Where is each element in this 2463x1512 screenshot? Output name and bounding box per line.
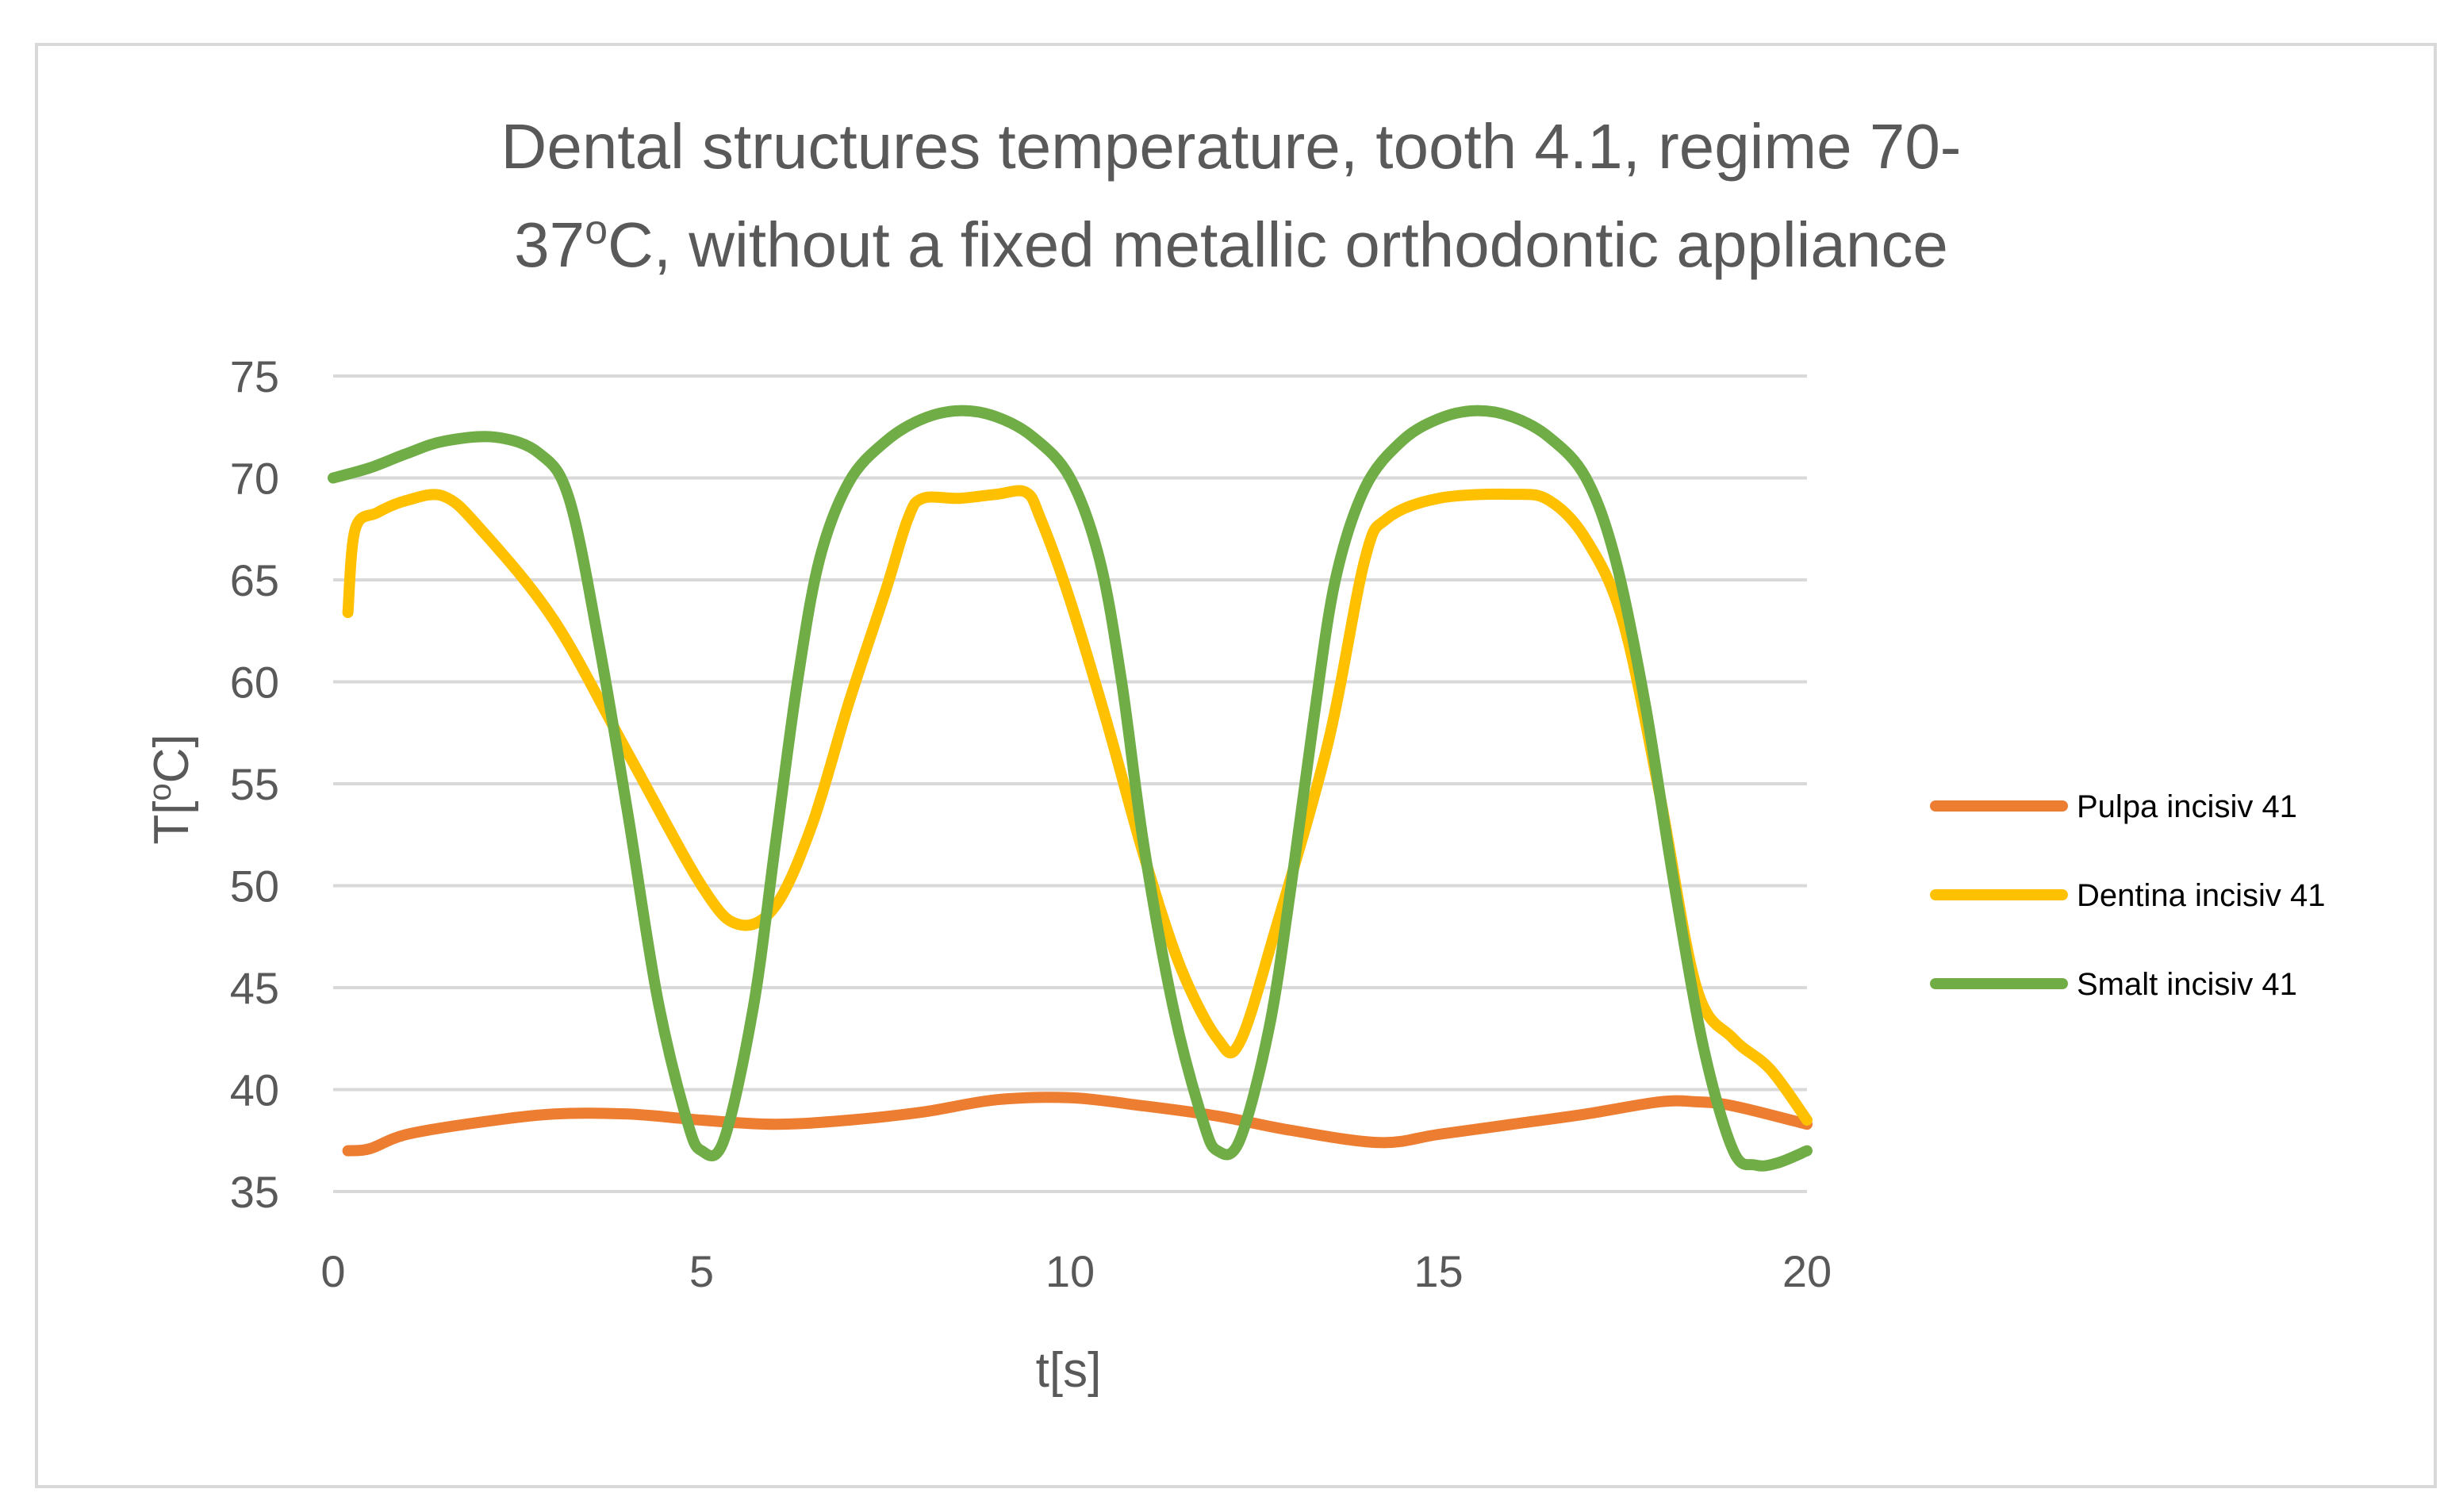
legend-label-smalt-incisiv-41: Smalt incisiv 41: [2077, 967, 2297, 1002]
y-axis-title: T[oC]: [143, 734, 199, 844]
series-line-smalt-incisiv-41: [328, 405, 1813, 1172]
series-line-dentina-incisiv-41: [342, 485, 1813, 1126]
ylabel-pre: T[: [144, 801, 199, 845]
legend-label-pulpa-incisiv-41: Pulpa incisiv 41: [2077, 789, 2297, 824]
y-tick-labels: 35 40 45 50 55 60 65 70 75: [230, 351, 279, 1217]
ylabel-superscript: o: [143, 783, 178, 800]
plot-area: [328, 405, 1813, 1172]
x-tick-label-0: 0: [320, 1246, 345, 1296]
y-tick-label-70: 70: [230, 454, 279, 504]
y-tick-label-75: 75: [230, 351, 279, 401]
y-tick-label-60: 60: [230, 658, 279, 708]
y-tick-label-55: 55: [230, 759, 279, 809]
y-tick-label-45: 45: [230, 963, 279, 1013]
series-line-pulpa-incisiv-41: [342, 1092, 1813, 1157]
x-tick-labels: 0 5 10 15 20: [320, 1246, 1832, 1296]
y-tick-label-40: 40: [230, 1065, 279, 1115]
x-tick-label-10: 10: [1045, 1246, 1095, 1296]
x-tick-label-15: 15: [1414, 1246, 1463, 1296]
x-tick-label-5: 5: [689, 1246, 714, 1296]
title-post: C, without a fixed metallic orthodontic …: [608, 209, 1948, 280]
chart-frame: [35, 43, 2437, 1488]
x-axis-title: t[s]: [1036, 1343, 1102, 1398]
gridlines: [333, 374, 1807, 1193]
chart-title-line-1: Dental structures temperature, tooth 4.1…: [501, 111, 1962, 182]
y-tick-label-35: 35: [230, 1167, 279, 1217]
ylabel-post: C]: [144, 734, 199, 783]
title-pre: 37: [514, 209, 585, 280]
legend-label-dentina-incisiv-41: Dentina incisiv 41: [2077, 878, 2326, 913]
y-tick-label-50: 50: [230, 862, 279, 911]
chart-title-line-2: 37oC, without a fixed metallic orthodont…: [514, 207, 1948, 280]
y-tick-label-65: 65: [230, 555, 279, 605]
title-superscript: o: [585, 207, 608, 253]
x-tick-label-20: 20: [1782, 1246, 1832, 1296]
legend: Pulpa incisiv 41 Dentina incisiv 41 Smalt …: [1930, 789, 2326, 1002]
